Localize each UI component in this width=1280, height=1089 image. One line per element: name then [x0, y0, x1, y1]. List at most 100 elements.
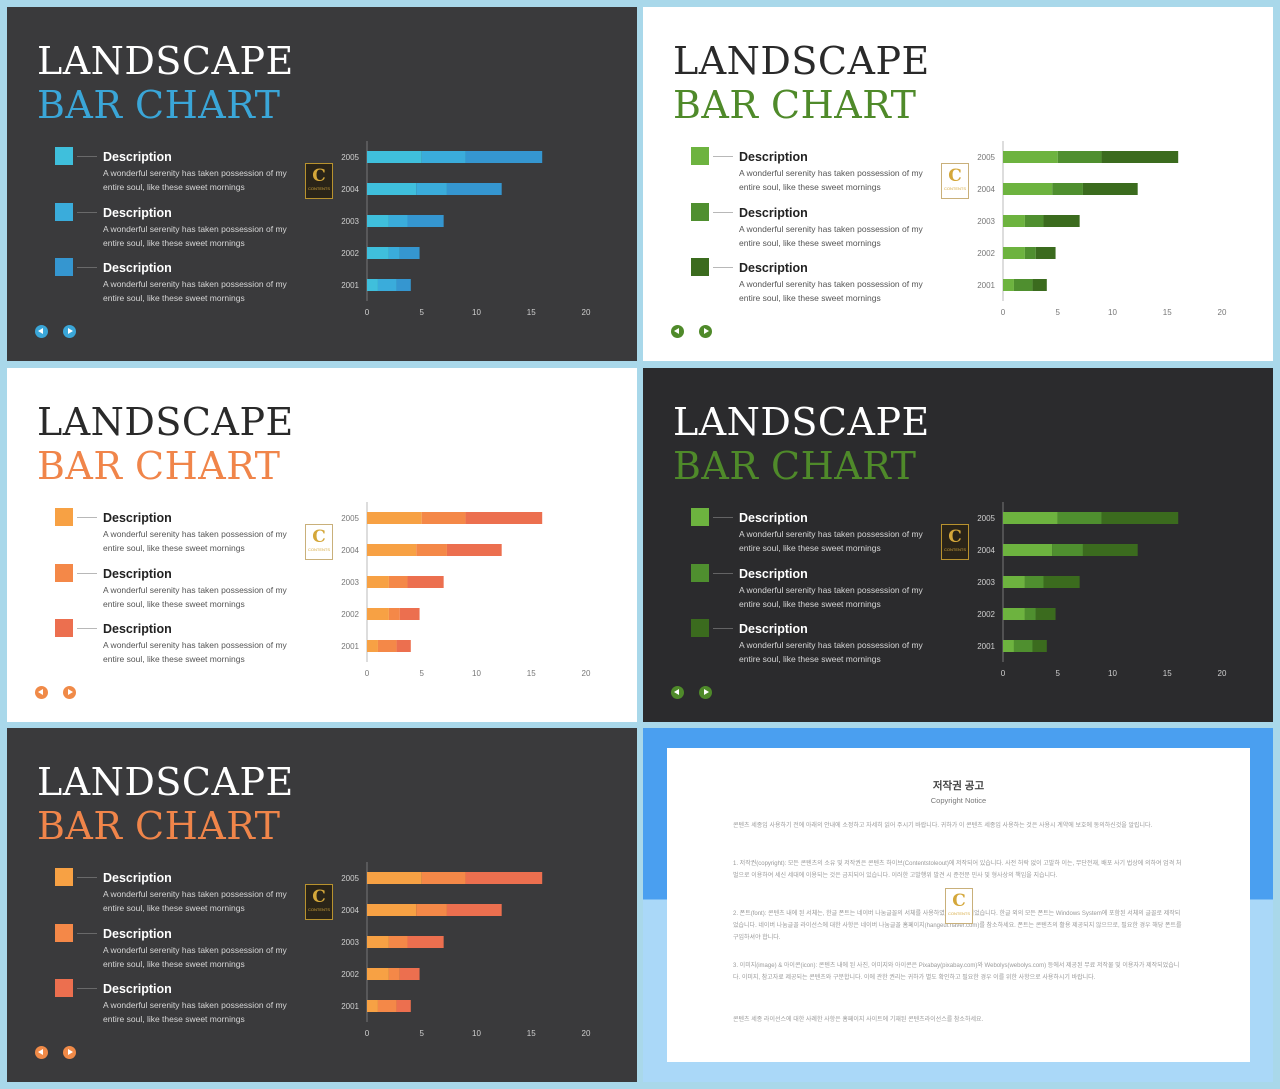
- bar-segment: [377, 1000, 397, 1012]
- y-tick-label: 2001: [977, 281, 995, 290]
- y-tick-label: 2002: [341, 610, 359, 619]
- bar-segment: [388, 215, 408, 227]
- arrow-right-icon: [68, 328, 73, 334]
- notice-paragraph: 콘텐츠 세종 라이선스에 대한 사례한 사항은 홈페이지 사이트에 기재된 콘텐…: [733, 1017, 984, 1023]
- legend-heading: Description: [103, 926, 172, 941]
- legend-item: Description A wonderful serenity has take…: [55, 258, 315, 308]
- next-slide-button[interactable]: [63, 1046, 76, 1059]
- next-slide-button[interactable]: [63, 325, 76, 338]
- bar-chart-slide: LANDSCAPE BAR CHART Description A wonderful…: [643, 7, 1273, 361]
- legend-item: Description A wonderful serenity has take…: [55, 508, 315, 558]
- bar-segment: [465, 872, 543, 884]
- bar-segment: [399, 608, 420, 620]
- legend-connector-line: [713, 267, 733, 268]
- bar-segment: [1003, 512, 1058, 524]
- bar-chart-slide: LANDSCAPE BAR CHART Description A wonderful…: [7, 7, 637, 361]
- bar-segment: [1013, 279, 1033, 291]
- logo-caption: CONTENTS: [944, 547, 966, 552]
- bar-segment: [377, 279, 397, 291]
- y-tick-label: 2003: [341, 938, 359, 947]
- bar-segment: [1003, 544, 1053, 556]
- bar-segment: [367, 608, 389, 620]
- arrow-left-icon: [38, 328, 43, 334]
- legend-description: A wonderful serenity has taken possessio…: [103, 584, 287, 609]
- bar-segment: [367, 936, 389, 948]
- contents-logo: C CONTENTS: [941, 524, 969, 560]
- bar-segment: [388, 247, 400, 259]
- notice-paper: 저작권 공고 Copyright Notice 콘텐츠 세종입 사용하기 전에 …: [667, 748, 1250, 1062]
- legend-connector-line: [77, 988, 97, 989]
- bar-segment: [416, 183, 447, 195]
- arrow-right-icon: [68, 689, 73, 695]
- legend-item: Description A wonderful serenity has take…: [691, 202, 951, 253]
- next-slide-button[interactable]: [699, 325, 712, 338]
- x-tick-label: 5: [420, 1029, 425, 1038]
- notice-title: 저작권 공고: [932, 780, 985, 792]
- legend-description: A wonderful serenity has taken possessio…: [103, 223, 287, 248]
- bar-segment: [1101, 151, 1179, 163]
- bar-segment: [1057, 512, 1102, 524]
- bar-segment: [367, 1000, 378, 1012]
- x-tick-label: 15: [527, 669, 536, 678]
- slide-title-line1: LANDSCAPE: [673, 39, 930, 83]
- slide-title-line1: LANDSCAPE: [37, 760, 294, 804]
- arrow-right-icon: [704, 689, 709, 695]
- y-tick-label: 2004: [341, 546, 359, 555]
- bar-segment: [367, 279, 378, 291]
- copyright-notice-slide: 저작권 공고 Copyright Notice 콘텐츠 세종입 사용하기 전에 …: [643, 728, 1273, 1082]
- logo-letter: C: [952, 891, 966, 911]
- legend-color-square: [691, 202, 709, 221]
- x-tick-label: 10: [1108, 308, 1117, 317]
- previous-slide-button[interactable]: [35, 1046, 48, 1059]
- x-tick-label: 5: [420, 669, 425, 678]
- previous-slide-button[interactable]: [35, 325, 48, 338]
- arrow-left-icon: [674, 328, 679, 334]
- legend-description: A wonderful serenity has taken possessio…: [103, 168, 287, 192]
- next-slide-button[interactable]: [63, 686, 76, 699]
- contents-logo: C CONTENTS: [305, 884, 333, 920]
- previous-slide-button[interactable]: [671, 325, 684, 338]
- x-tick-label: 0: [1001, 308, 1006, 317]
- bar-segment: [399, 968, 420, 980]
- bar-segment: [446, 904, 502, 916]
- bar-segment: [367, 576, 389, 588]
- arrow-right-icon: [704, 328, 709, 334]
- notice-paragraph: 1. 저작권(copyright): 모든 콘텐츠의 소유 및 저작권은 콘텐츠…: [733, 861, 1182, 879]
- legend-color-square: [55, 923, 73, 942]
- legend-item: Description A wonderful serenity has take…: [55, 202, 315, 253]
- y-tick-label: 2005: [341, 874, 359, 883]
- bar-segment: [377, 640, 397, 652]
- bar-chart: 2005 2004 2003 2002 2001 0 5 10 15 20: [961, 135, 1241, 319]
- bar-segment: [407, 215, 444, 227]
- bar-segment: [1052, 183, 1083, 195]
- previous-slide-button[interactable]: [35, 686, 48, 699]
- y-tick-label: 2004: [977, 546, 995, 555]
- bar-segment: [1101, 512, 1179, 524]
- slide-title-line2: BAR CHART: [673, 444, 917, 488]
- legend-color-square: [55, 979, 73, 997]
- legend-item: Description A wonderful serenity has take…: [691, 147, 951, 197]
- legend-heading: Description: [103, 511, 172, 525]
- legend-color-square: [55, 258, 73, 276]
- bar-chart-slide: LANDSCAPE BAR CHART Description A wonderful…: [7, 368, 637, 722]
- legend-description: A wonderful serenity has taken possessio…: [103, 279, 287, 303]
- bar-segment: [367, 183, 417, 195]
- legend-color-square: [691, 508, 709, 526]
- y-tick-label: 2004: [341, 906, 359, 915]
- legend-connector-line: [77, 572, 97, 574]
- x-tick-label: 0: [365, 669, 370, 678]
- bar-segment: [1082, 183, 1138, 195]
- y-tick-label: 2002: [977, 610, 995, 619]
- previous-slide-button[interactable]: [671, 686, 684, 699]
- legend-heading: Description: [739, 511, 808, 525]
- contents-logo: C CONTENTS: [305, 163, 333, 199]
- legend-color-square: [55, 508, 73, 526]
- legend-color-square: [55, 563, 73, 582]
- y-tick-label: 2003: [977, 217, 995, 226]
- next-slide-button[interactable]: [699, 686, 712, 699]
- legend-heading: Description: [103, 566, 172, 581]
- legend-item: Description A wonderful serenity has take…: [691, 563, 951, 614]
- x-tick-label: 0: [365, 1029, 370, 1038]
- legend-color-square: [691, 147, 709, 165]
- bar-chart-svg: 2005 2004 2003 2002 2001 0 5 10 15 20: [341, 862, 591, 1038]
